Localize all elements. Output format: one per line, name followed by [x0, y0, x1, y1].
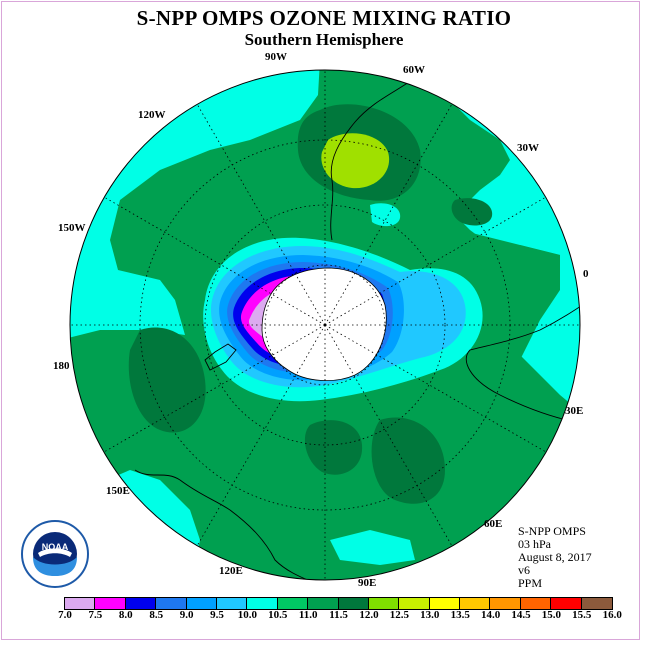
colorbar-segment: [125, 598, 157, 609]
colorbar-segment: [95, 598, 126, 609]
info-instrument: S-NPP OMPS: [518, 524, 586, 538]
map-subtitle: Southern Hemisphere: [244, 30, 404, 49]
longitude-labels: 90W 60W 30W 0 30E 60E 90E 120E 150E 180 …: [53, 51, 589, 589]
info-units: PPM: [518, 576, 543, 590]
colorbar-segment: [308, 598, 339, 609]
colorbar-segment: [216, 598, 248, 609]
noaa-logo-icon: NOAA: [21, 520, 89, 588]
noaa-logo-text: NOAA: [42, 542, 69, 552]
colorbar-ticks: 7.0 7.5 8.0 8.5 9.0 9.5 10.0 10.5 11.0 11.5 12.0 12…: [0, 609, 648, 623]
lon-label-90w: 90W: [265, 51, 287, 63]
colorbar-tick-label: 15.0: [541, 609, 562, 621]
colorbar-segment: [520, 598, 552, 609]
image-frame: [1, 1, 640, 640]
colorbar-tick-label: 7.0: [58, 609, 72, 621]
colorbar-tick-label: 11.0: [298, 609, 318, 621]
colorbar-tick-label: 9.0: [179, 609, 194, 621]
coastline-new-zealand: [204, 343, 237, 371]
colorbar-segment: [460, 598, 491, 609]
lon-label-150w: 150W: [58, 222, 86, 234]
longitude-gridlines: [70, 70, 580, 580]
lon-label-0: 0: [583, 268, 589, 280]
map-border: [69, 69, 581, 581]
colorbar-segment: [551, 598, 582, 609]
field-high-region: [128, 327, 206, 433]
colorbar-tick-label: 8.5: [149, 609, 164, 621]
lon-label-150e: 150E: [106, 485, 130, 497]
lon-label-30w: 30W: [517, 142, 539, 154]
field-high-region: [304, 420, 363, 475]
map-title: S-NPP OMPS OZONE MIXING RATIO: [136, 6, 512, 30]
colorbar-tick-label: 12.5: [389, 609, 410, 621]
colorbar-tick-label: 12.0: [359, 609, 379, 621]
field-low-patch: [370, 203, 401, 227]
colorbar-tick-label: 7.5: [88, 609, 103, 621]
field-low-region: [330, 530, 415, 565]
lon-label-180: 180: [53, 360, 70, 372]
colorbar-tick-label: 11.5: [329, 609, 348, 621]
colorbar-segment: [277, 598, 309, 609]
colorbar-tick-label: 9.5: [210, 609, 224, 621]
lon-label-90e: 90E: [358, 577, 376, 589]
colorbar-tick-label: 14.0: [480, 609, 501, 621]
colorbar-segment: [247, 598, 278, 609]
colorbar-segment: [65, 598, 96, 609]
lon-label-120w: 120W: [138, 109, 166, 121]
colorbar-tick-label: 10.5: [268, 609, 288, 621]
colorbar-tick-label: 16.0: [602, 609, 622, 621]
colorbar-tick-label: 10.0: [237, 609, 258, 621]
south-pole-marker: [323, 323, 327, 327]
product-info: S-NPP OMPS 03 hPa August 8, 2017 v6 PPM: [518, 525, 592, 590]
field-mid-region: [460, 230, 560, 360]
lon-label-30e: 30E: [565, 405, 583, 417]
lon-label-60e: 60E: [484, 518, 502, 530]
colorbar-segment: [399, 598, 430, 609]
colorbar-segment: [156, 598, 187, 609]
lon-label-120e: 120E: [219, 565, 243, 577]
colorbar-tick-label: 13.0: [420, 609, 440, 621]
colorbar-segment: [338, 598, 369, 609]
info-date: August 8, 2017: [518, 550, 592, 564]
info-level: 03 hPa: [518, 537, 551, 551]
colorbar-segment: [186, 598, 217, 609]
info-version: v6: [518, 563, 530, 577]
colorbar-segment: [490, 598, 521, 609]
lon-label-60w: 60W: [403, 64, 425, 76]
field-high-region: [451, 198, 493, 226]
colorbar-tick-label: 13.5: [450, 609, 470, 621]
colorbar-segment: [581, 598, 613, 609]
coastline-africa: [465, 299, 580, 426]
colorbar-tick-label: 14.5: [511, 609, 531, 621]
colorbar-tick-label: 15.5: [572, 609, 592, 621]
colorbar-segment: [429, 598, 461, 609]
field-high-region: [371, 417, 445, 504]
colorbar-segment: [368, 598, 400, 609]
colorbar: [64, 597, 614, 610]
coastline-australia: [134, 469, 331, 580]
colorbar-tick-label: 8.0: [118, 609, 133, 621]
